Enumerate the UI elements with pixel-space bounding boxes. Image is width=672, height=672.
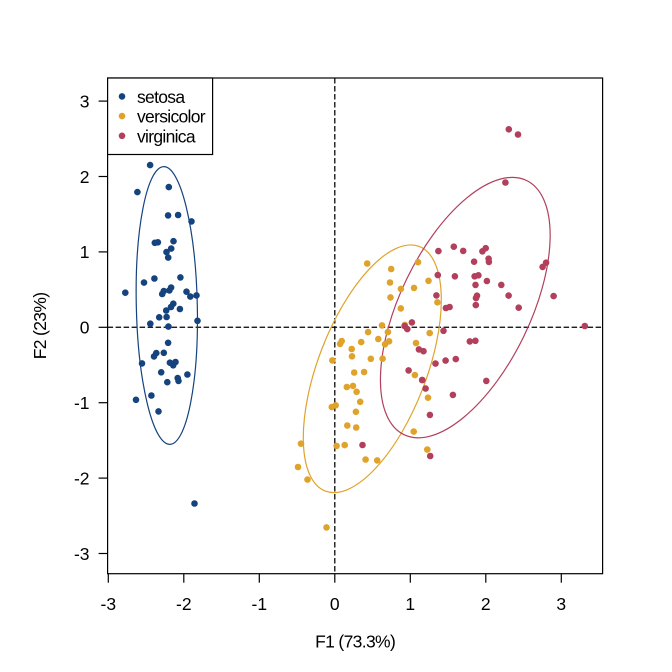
svg-text:1: 1 [405, 594, 415, 614]
svg-text:-3: -3 [74, 544, 90, 564]
svg-text:-1: -1 [252, 594, 268, 614]
svg-text:3: 3 [80, 91, 90, 111]
svg-text:2: 2 [481, 594, 491, 614]
svg-text:-2: -2 [74, 468, 90, 488]
svg-text:0: 0 [80, 318, 90, 338]
svg-text:-2: -2 [176, 594, 192, 614]
svg-text:versicolor: versicolor [137, 107, 206, 127]
svg-text:3: 3 [556, 594, 566, 614]
svg-text:-1: -1 [74, 393, 90, 413]
svg-text:1: 1 [80, 242, 90, 262]
svg-text:F2 (23%): F2 (23%) [30, 293, 50, 360]
svg-text:virginica: virginica [137, 126, 196, 146]
svg-text:-3: -3 [101, 594, 117, 614]
svg-text:2: 2 [80, 167, 90, 187]
svg-text:0: 0 [330, 594, 340, 614]
svg-text:setosa: setosa [137, 87, 185, 107]
svg-text:F1 (73.3%): F1 (73.3%) [315, 632, 395, 652]
